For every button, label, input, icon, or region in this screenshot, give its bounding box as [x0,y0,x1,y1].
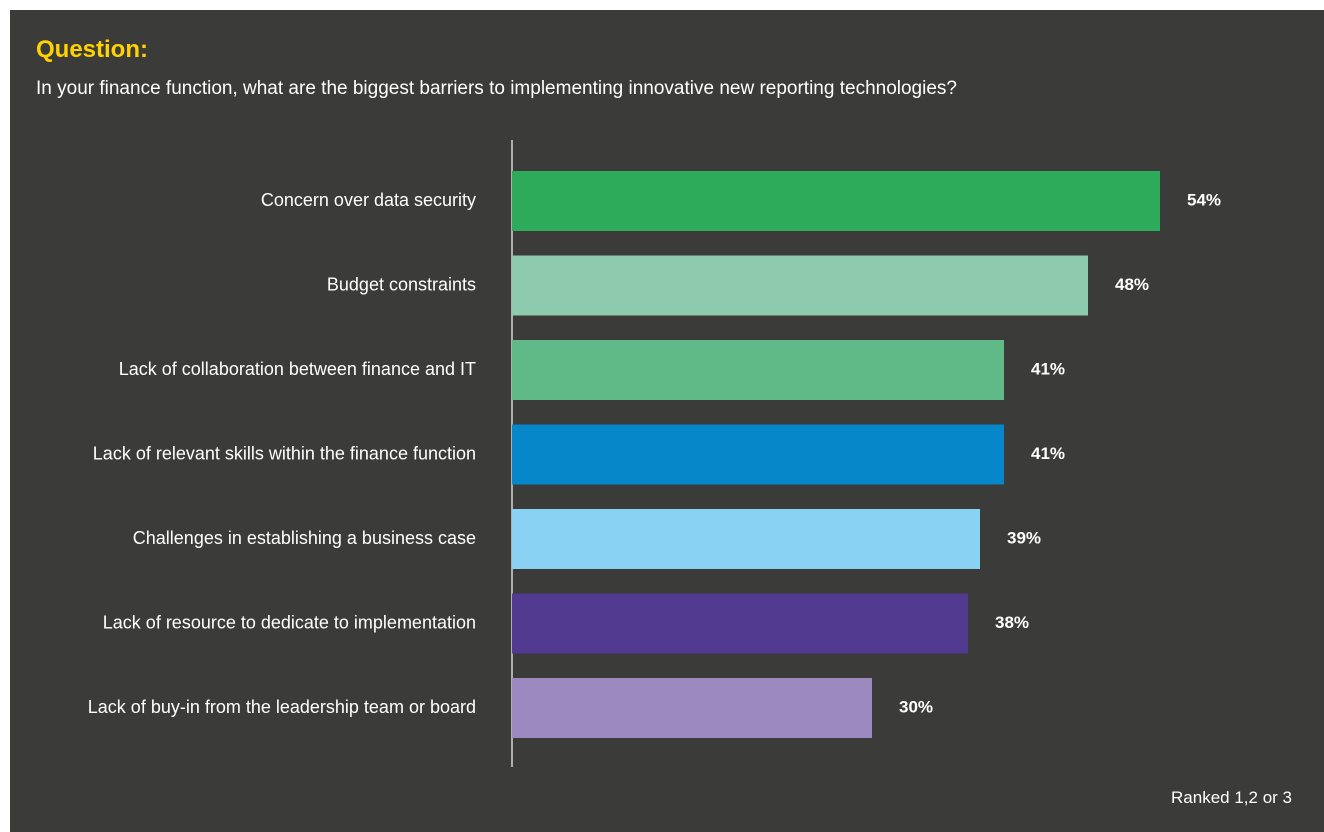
category-label: Lack of relevant skills within the finan… [93,443,476,463]
bar-chart: Concern over data security 54% Budget cons… [88,140,1221,767]
value-label: 54% [1187,190,1221,209]
value-label: 38% [995,613,1029,632]
value-label: 41% [1031,444,1065,463]
value-label: 30% [899,697,933,716]
bar [512,255,1088,316]
bar [512,593,968,654]
category-label: Lack of collaboration between finance an… [119,359,476,379]
value-label: 48% [1115,275,1149,294]
footnote: Ranked 1,2 or 3 [1171,788,1292,807]
category-label: Challenges in establishing a business ca… [133,528,476,548]
bar [512,424,1004,485]
value-label: 41% [1031,359,1065,378]
bar [512,340,1004,400]
question-text: In your finance function, what are the b… [36,78,957,99]
category-label: Lack of resource to dedicate to implemen… [103,612,476,632]
category-label: Concern over data security [261,190,476,210]
chart-panel: Question: In your finance function, what… [10,10,1324,832]
value-label: 39% [1007,528,1041,547]
bar [512,171,1160,231]
bar [512,509,980,569]
question-label: Question: [36,36,148,63]
category-label: Budget constraints [327,274,476,294]
category-label: Lack of buy-in from the leadership team … [88,697,476,717]
bar [512,678,872,738]
